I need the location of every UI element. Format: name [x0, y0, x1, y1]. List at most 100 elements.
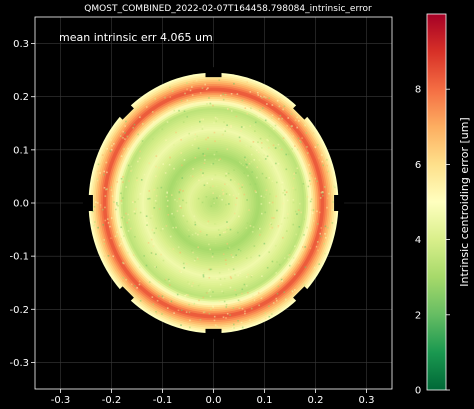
- heat-speckle: [228, 193, 231, 196]
- heat-speckle: [101, 154, 104, 156]
- heat-speckle: [186, 220, 188, 223]
- heat-speckle: [219, 278, 222, 280]
- heat-speckle: [314, 146, 317, 148]
- heat-speckle: [264, 211, 267, 214]
- heat-speckle: [283, 257, 286, 259]
- heat-speckle: [185, 201, 188, 204]
- heat-speckle: [176, 293, 179, 296]
- heat-speckle: [234, 289, 237, 291]
- heat-speckle: [140, 179, 143, 181]
- heat-speckle: [155, 155, 158, 157]
- field-notch: [205, 67, 222, 78]
- heat-speckle: [182, 121, 185, 123]
- heat-speckle: [268, 251, 270, 253]
- heat-speckle: [197, 147, 200, 150]
- heat-speckle: [162, 259, 165, 262]
- heat-speckle: [153, 189, 156, 191]
- heat-speckle: [134, 235, 136, 238]
- heat-speckle: [265, 189, 268, 192]
- heat-speckle: [269, 227, 272, 230]
- x-tick-label: -0.1: [153, 395, 173, 406]
- heat-speckle: [225, 317, 227, 319]
- heat-speckle: [234, 203, 237, 206]
- heat-speckle: [197, 197, 200, 200]
- heat-speckle: [122, 130, 124, 133]
- heat-speckle: [116, 231, 119, 233]
- heat-speckle: [305, 132, 308, 134]
- heat-speckle: [191, 281, 194, 284]
- field-notch: [115, 286, 134, 305]
- heat-speckle: [226, 242, 229, 245]
- heat-speckle: [248, 209, 250, 211]
- heat-speckle: [332, 185, 335, 187]
- heat-speckle: [194, 156, 197, 159]
- heat-speckle: [266, 266, 269, 269]
- heat-speckle: [134, 208, 137, 210]
- heat-speckle: [161, 271, 163, 274]
- heat-speckle: [185, 311, 188, 313]
- heat-speckle: [191, 86, 193, 88]
- heat-speckle: [326, 164, 328, 167]
- heat-speckle: [324, 252, 326, 255]
- heat-speckle: [243, 172, 246, 174]
- heat-speckle: [209, 248, 212, 251]
- heat-speckle: [257, 292, 260, 294]
- heat-speckle: [286, 124, 288, 127]
- heat-speckle: [232, 268, 235, 271]
- heat-speckle: [285, 153, 288, 156]
- heat-speckle: [233, 82, 235, 85]
- heat-speckle: [283, 217, 286, 219]
- heat-speckle: [154, 266, 157, 268]
- heat-speckle: [189, 326, 191, 329]
- heat-speckle: [211, 252, 214, 255]
- heat-speckle: [166, 191, 168, 193]
- heat-speckle: [199, 318, 202, 321]
- heat-speckle: [171, 212, 173, 215]
- heat-speckle: [233, 212, 236, 215]
- heat-speckle: [254, 130, 256, 132]
- heat-speckle: [219, 234, 221, 236]
- heat-speckle: [275, 195, 278, 198]
- heat-speckle: [210, 268, 213, 271]
- y-tick-label: -0.1: [9, 252, 29, 263]
- heat-speckle: [106, 171, 108, 174]
- heat-speckle: [192, 282, 194, 285]
- heat-speckle: [132, 126, 135, 129]
- heat-speckle: [308, 164, 310, 166]
- heat-speckle: [243, 126, 245, 128]
- heat-speckle: [322, 191, 324, 193]
- heat-speckle: [247, 174, 249, 177]
- heat-speckle: [199, 169, 202, 171]
- heat-speckle: [242, 164, 245, 167]
- heat-speckle: [132, 201, 134, 203]
- heat-speckle: [156, 299, 159, 302]
- heat-speckle: [164, 96, 166, 99]
- heat-speckle: [257, 141, 259, 144]
- heat-speckle: [266, 139, 268, 141]
- heat-speckle: [122, 280, 124, 282]
- heat-speckle: [166, 192, 168, 194]
- heat-speckle: [113, 142, 115, 145]
- heat-speckle: [210, 205, 213, 207]
- heat-speckle: [222, 192, 225, 194]
- heat-speckle: [239, 306, 241, 309]
- heat-speckle: [180, 138, 182, 141]
- heat-speckle: [229, 228, 232, 231]
- heat-speckle: [281, 181, 284, 184]
- heat-speckle: [258, 159, 261, 161]
- heat-speckle: [287, 117, 290, 119]
- heat-speckle: [180, 324, 182, 326]
- heat-speckle: [229, 179, 232, 181]
- heat-speckle: [272, 128, 275, 130]
- heat-speckle: [241, 184, 244, 186]
- y-tick-label: 0.3: [13, 39, 29, 50]
- field-notch: [293, 286, 312, 305]
- heat-speckle: [182, 262, 185, 265]
- heat-speckle: [134, 201, 136, 203]
- heat-speckle: [148, 162, 151, 165]
- heat-speckle: [202, 125, 204, 128]
- heat-speckle: [103, 255, 106, 257]
- heat-speckle: [168, 163, 171, 166]
- heat-speckle: [222, 93, 224, 95]
- heat-speckle: [263, 242, 266, 245]
